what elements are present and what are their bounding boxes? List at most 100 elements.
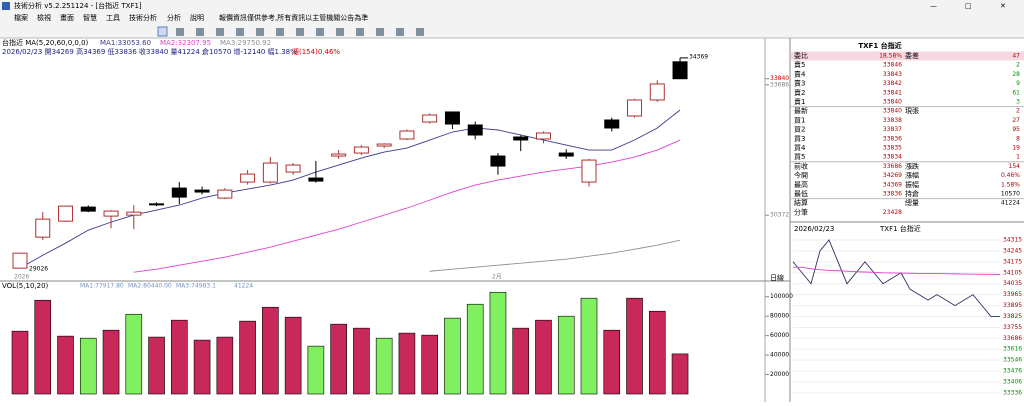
- tool-button[interactable]: [316, 28, 324, 36]
- window-title: 技術分析 v5.2.251124 - [台指近 TXF1]: [14, 1, 142, 10]
- notice: 報價資訊僅供參考,所有資訊以主管機關公告為準: [219, 13, 368, 22]
- menu-item[interactable]: 說明: [190, 13, 204, 22]
- intraday-date: 2026/02/23: [794, 225, 834, 233]
- y-tick-label: 60000: [770, 332, 789, 339]
- menu-item[interactable]: 畫面: [60, 13, 74, 22]
- y-tick-label: 33406: [1003, 379, 1022, 386]
- volume-bar: [284, 316, 302, 395]
- quote-label: 持倉: [905, 189, 919, 198]
- tool-button[interactable]: [416, 28, 424, 36]
- candle-body: [103, 210, 119, 217]
- menu-item[interactable]: 智慧: [83, 13, 97, 22]
- y-tick-label: 33895: [1003, 302, 1022, 309]
- tool-button[interactable]: [396, 28, 404, 36]
- intraday-title: TXF1 台指近: [879, 224, 921, 233]
- chart-header: 台指近 MA(5,20,60,0,0,0): [2, 38, 89, 47]
- quote-label: 漲跌: [905, 161, 919, 170]
- quote-label: 最高: [794, 180, 808, 189]
- tool-button[interactable]: [276, 28, 284, 36]
- x-tick-label: 2026: [14, 274, 29, 281]
- quote-label: 結算: [794, 198, 808, 207]
- quote-value: 34369: [883, 181, 902, 188]
- tool-button[interactable]: [356, 28, 364, 36]
- tool-button[interactable]: [236, 28, 244, 36]
- app-icon: [2, 2, 10, 10]
- volume-bar: [262, 306, 279, 395]
- ma-label: MA1:33053.60: [100, 39, 151, 47]
- quote-label: 委差: [905, 51, 919, 60]
- quote-value: 33836: [883, 191, 902, 198]
- y-tick-label: 100000: [770, 293, 793, 300]
- volume-bar: [330, 323, 347, 395]
- volume-last: 41224: [234, 283, 253, 290]
- candle-body: [604, 119, 620, 129]
- y-tick-label: 40000: [770, 352, 789, 359]
- ma-label: MA3:29750.92: [220, 39, 271, 47]
- tool-button[interactable]: [196, 28, 204, 36]
- ma-line: [133, 139, 681, 273]
- tool-button[interactable]: [176, 28, 184, 36]
- ma-label: MA1:77917.80: [80, 283, 124, 290]
- menu-item[interactable]: 工具: [106, 14, 120, 22]
- quote-label: 買4: [794, 144, 806, 152]
- quote-label: 總量: [905, 198, 919, 207]
- menu-item[interactable]: 檔案: [14, 13, 28, 22]
- quote-value: 33837: [883, 126, 902, 133]
- tool-button[interactable]: [336, 28, 344, 36]
- candle-body: [331, 153, 347, 157]
- quote-value: 154: [1009, 163, 1021, 170]
- quote-label: 賣2: [794, 88, 805, 97]
- quote-value: 61: [1012, 89, 1020, 96]
- quote-label: 最新: [794, 106, 808, 115]
- quote-value: 33841: [883, 89, 902, 96]
- tool-button[interactable]: [296, 28, 304, 36]
- candle-body: [422, 114, 438, 123]
- volume-bar: [603, 329, 621, 395]
- y-tick-label: 33965: [1003, 291, 1022, 298]
- quote-label: 買1: [794, 116, 805, 124]
- close[interactable]: ✕: [1000, 2, 1006, 10]
- quote-label: 賣4: [794, 69, 806, 78]
- y-tick-label: 33546: [1003, 357, 1022, 364]
- volume-bar: [193, 339, 211, 395]
- quote-value: 33840: [883, 99, 902, 106]
- quote-label: 賣1: [794, 97, 805, 106]
- volume-bar: [11, 330, 29, 395]
- y-tick-label: 33825: [1003, 313, 1022, 320]
- tool-button[interactable]: [157, 26, 168, 37]
- chart-info: 2026/02/23 開34269 高34369 低33836 收33840 量…: [2, 47, 297, 56]
- tool-button[interactable]: [256, 28, 264, 36]
- quote-value: 18.58%: [879, 53, 902, 60]
- toolbar: [157, 26, 424, 37]
- quote-value: 28: [1012, 71, 1020, 78]
- quote-value: 33835: [883, 145, 902, 152]
- candle-body: [80, 206, 96, 212]
- candle-body: [262, 162, 278, 183]
- y-tick-label: 33336: [1003, 390, 1022, 397]
- maximize[interactable]: □: [965, 2, 972, 10]
- candle-body: [308, 177, 324, 182]
- menu-item[interactable]: 檢視: [37, 13, 51, 22]
- volume-bar: [148, 336, 165, 395]
- menu-item[interactable]: 分析: [167, 13, 181, 22]
- menu-item[interactable]: 技術分析: [129, 13, 157, 22]
- quote-label: 最低: [794, 189, 808, 198]
- quote-value: 2: [1016, 62, 1020, 69]
- volume-bar: [444, 317, 461, 395]
- candle-body: [171, 187, 187, 198]
- volume-bar: [375, 337, 393, 395]
- ma-label: MA2:80440.00: [128, 283, 172, 290]
- tool-button[interactable]: [216, 28, 224, 36]
- tool-button[interactable]: [376, 28, 384, 36]
- ma-label: MA2:32307.95: [160, 39, 211, 47]
- minimize[interactable]: —: [930, 2, 937, 10]
- quote-value: 33834: [883, 154, 902, 161]
- candle-body: [467, 124, 483, 136]
- chart-change: 漲(154)0.46%: [292, 47, 340, 56]
- volume-bar: [626, 297, 643, 395]
- volume-header: VOL(5,10,20): [2, 282, 49, 290]
- candle-body: [126, 211, 142, 216]
- candle-body: [444, 111, 460, 125]
- quote-title: TXF1 台指近: [858, 41, 901, 50]
